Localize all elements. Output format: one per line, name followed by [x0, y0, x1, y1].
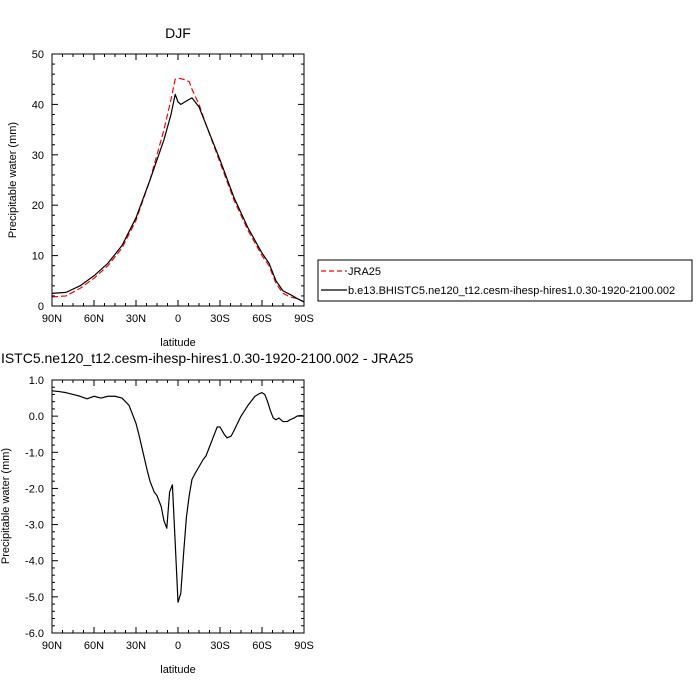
y-tick-label: -4.0 [25, 556, 44, 568]
x-axis-label: latitude [160, 664, 195, 676]
x-tick-label: 60N [84, 313, 104, 325]
series-line-1 [51, 77, 305, 303]
legend-label-model: b.e13.BHISTC5.ne120_t12.cesm-ihesp-hires… [348, 285, 675, 297]
series-layer [51, 390, 305, 603]
ticks-layer: 90N 60N 30N 0 30S 60S 90S 1.0 0.0 -1.0 -2.0 -3.0 -4.… [25, 375, 314, 652]
y-tick-label: -5.0 [25, 592, 44, 604]
x-tick-label: 0 [175, 313, 181, 325]
series-layer [51, 77, 305, 303]
y-tick-label: -2.0 [25, 483, 44, 495]
plot-frame [51, 53, 305, 307]
y-axis-label: Precipitable water (mm) [7, 122, 19, 238]
x-tick-label: 30N [126, 640, 146, 652]
y-tick-label: 40 [32, 99, 44, 111]
legend-label-jra25: JRA25 [348, 266, 381, 278]
y-tick-label: 1.0 [29, 375, 44, 387]
x-tick-label: 60N [84, 640, 104, 652]
series-line-1 [51, 390, 305, 603]
y-tick-label: 30 [32, 150, 44, 162]
x-tick-label: 90S [294, 640, 314, 652]
x-tick-label: 60S [252, 313, 272, 325]
panel-bottom: b.e13.BHISTC5.ne120_t12.cesm-ihesp-hires… [0, 350, 414, 676]
legend: JRA25 b.e13.BHISTC5.ne120_t12.cesm-ihesp… [317, 259, 693, 302]
x-tick-label: 90N [42, 313, 62, 325]
x-tick-label: 30S [210, 640, 230, 652]
y-axis-label: Precipitable water (mm) [0, 448, 12, 564]
x-tick-label: 30S [210, 313, 230, 325]
panel-title: DJF [165, 25, 191, 41]
y-tick-label: 20 [32, 200, 44, 212]
y-tick-label: -3.0 [25, 520, 44, 532]
y-tick-label: 0 [38, 301, 44, 313]
x-tick-label: 90N [42, 640, 62, 652]
x-tick-label: 30N [126, 313, 146, 325]
panel-title: b.e13.BHISTC5.ne120_t12.cesm-ihesp-hires… [0, 350, 414, 366]
legend-box [317, 259, 693, 302]
y-tick-label: 10 [32, 251, 44, 263]
x-tick-label: 90S [294, 313, 314, 325]
y-tick-label: -1.0 [25, 447, 44, 459]
x-tick-label: 60S [252, 640, 272, 652]
ticks-layer: 90N 60N 30N 0 30S 60S 90S 0 10 20 30 40 50 [32, 49, 314, 325]
y-tick-label: 50 [32, 49, 44, 61]
panel-top: DJF 90N 60N 30N 0 30S 60S 90S 0 10 20 30 40 50 latit… [7, 25, 314, 349]
x-tick-label: 0 [175, 640, 181, 652]
y-tick-label: 0.0 [29, 411, 44, 423]
y-tick-label: -6.0 [25, 628, 44, 640]
series-line-2 [51, 93, 305, 303]
x-axis-label: latitude [160, 337, 195, 349]
